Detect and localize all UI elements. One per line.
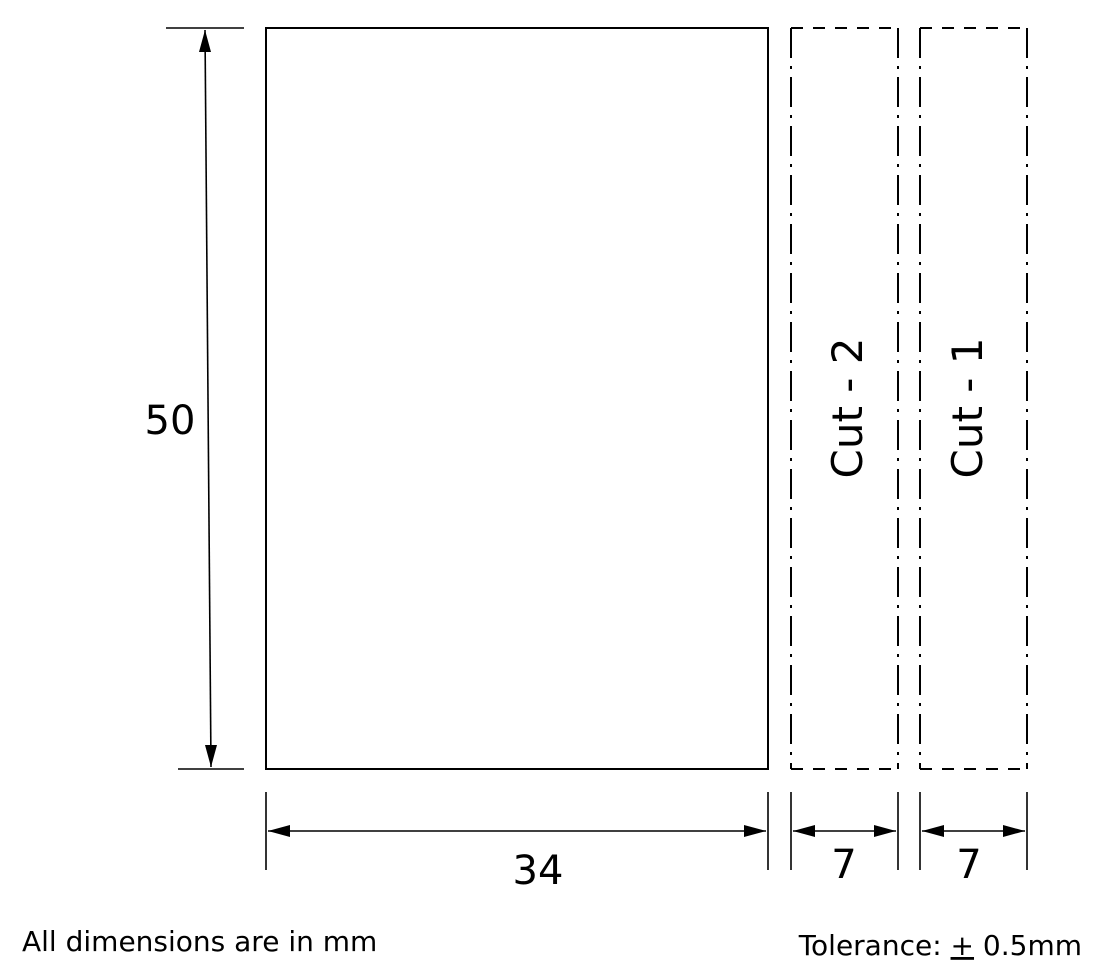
cut-1-label: Cut - 1 xyxy=(943,338,992,479)
tolerance-value: 0.5mm xyxy=(974,929,1082,962)
arrowhead-left xyxy=(268,825,290,837)
cut-2-label: Cut - 2 xyxy=(823,338,872,479)
arrowhead-left xyxy=(793,825,815,837)
height-dimension xyxy=(166,27,244,770)
cut-2-width-label: 7 xyxy=(831,842,856,888)
cut-1-outline xyxy=(919,27,1028,770)
tolerance-prefix: Tolerance: xyxy=(798,929,951,962)
units-note: All dimensions are in mm xyxy=(22,925,377,958)
dimension-line-height xyxy=(204,29,212,768)
arrowhead-right xyxy=(744,825,766,837)
tolerance-note: Tolerance: + 0.5mm xyxy=(798,929,1082,962)
arrowhead-top xyxy=(199,30,211,52)
arrowhead-left xyxy=(922,825,944,837)
main-width-label: 34 xyxy=(513,848,564,894)
plus-minus-symbol: + xyxy=(951,929,974,962)
arrowhead-right xyxy=(874,825,896,837)
width-dimensions xyxy=(265,792,1028,870)
main-part-outline xyxy=(265,27,769,770)
arrowhead-bottom xyxy=(205,745,217,767)
cut-1-width-label: 7 xyxy=(956,842,981,888)
cut-2-outline xyxy=(790,27,899,770)
height-dimension-label: 50 xyxy=(145,398,196,444)
arrowhead-right xyxy=(1003,825,1025,837)
